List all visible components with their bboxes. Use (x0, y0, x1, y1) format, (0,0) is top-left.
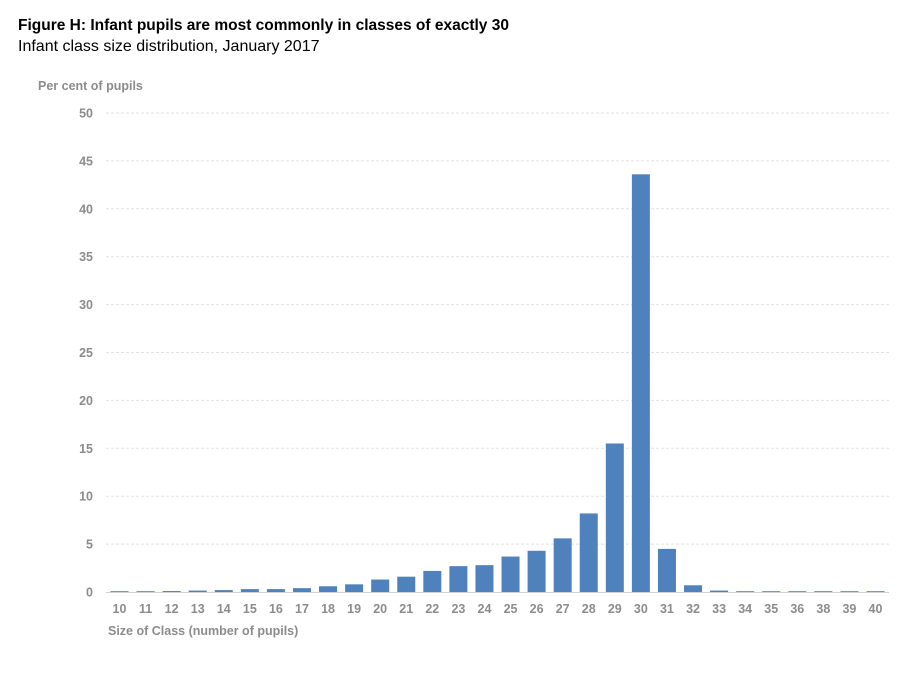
x-tick-label: 23 (451, 602, 465, 616)
x-tick-label: 28 (582, 602, 596, 616)
bar-36 (788, 591, 807, 592)
bar-35 (762, 591, 781, 592)
x-tick-label: 16 (269, 602, 283, 616)
bar-16 (266, 589, 285, 592)
bar-25 (501, 556, 520, 592)
x-tick-label: 22 (425, 602, 439, 616)
x-tick-label: 20 (373, 602, 387, 616)
bar-17 (292, 588, 311, 592)
y-tick-label: 10 (79, 490, 93, 504)
y-tick-label: 30 (79, 298, 93, 312)
bar-20 (371, 579, 390, 592)
x-tick-label: 25 (504, 602, 518, 616)
bar-33 (710, 590, 729, 592)
bar-14 (214, 590, 233, 592)
x-tick-label: 12 (165, 602, 179, 616)
bar-10 (110, 591, 129, 592)
bar-29 (605, 443, 624, 592)
x-tick-label: 35 (764, 602, 778, 616)
x-tick-label: 34 (738, 602, 752, 616)
bar-19 (345, 584, 364, 592)
x-tick-label: 31 (660, 602, 674, 616)
x-tick-label: 11 (139, 602, 152, 616)
bar-30 (631, 174, 650, 592)
x-tick-label: 32 (686, 602, 700, 616)
bar-15 (240, 589, 259, 592)
x-tick-label: 29 (608, 602, 622, 616)
x-tick-label: 13 (191, 602, 205, 616)
bar-21 (397, 576, 416, 592)
y-tick-label: 50 (79, 107, 93, 121)
y-tick-label: 25 (79, 346, 93, 360)
x-tick-label: 15 (243, 602, 257, 616)
x-tick-label: 21 (399, 602, 413, 616)
bar-40 (866, 591, 885, 592)
y-axis-label: Per cent of pupils (38, 79, 143, 93)
gridlines (106, 112, 889, 545)
x-tick-label: 36 (790, 602, 804, 616)
x-tick-label: 33 (712, 602, 726, 616)
x-tick-label: 18 (321, 602, 335, 616)
x-tick-label: 40 (869, 602, 883, 616)
bar-39 (840, 591, 859, 592)
x-axis-label: Size of Class (number of pupils) (108, 624, 299, 638)
bar-11 (136, 591, 155, 592)
x-tick-label: 27 (556, 602, 570, 616)
chart-subtitle: Infant class size distribution, January … (18, 38, 320, 55)
x-tick-labels: 10 11 12 13 14 15 16 17 18 19 20 21 22 23 24 25 26 27 28 29… (113, 602, 883, 616)
x-tick-label: 14 (217, 602, 231, 616)
bar-34 (736, 591, 755, 592)
bar-13 (188, 590, 207, 592)
x-tick-label: 17 (295, 602, 309, 616)
y-tick-label: 45 (79, 154, 93, 168)
chart-title: Figure H: Infant pupils are most commonl… (18, 17, 509, 34)
y-tick-label: 15 (79, 442, 93, 456)
bar-12 (162, 591, 181, 592)
bar-22 (423, 570, 442, 592)
y-tick-label: 0 (86, 586, 93, 600)
x-tick-label: 30 (634, 602, 648, 616)
x-tick-label: 26 (530, 602, 544, 616)
bars (110, 174, 885, 592)
y-tick-labels: 0 5 10 15 20 25 30 35 40 45 50 (79, 107, 93, 600)
bar-32 (684, 585, 703, 592)
bar-18 (319, 586, 338, 592)
bar-23 (449, 566, 468, 592)
x-tick-label: 24 (478, 602, 492, 616)
y-tick-label: 35 (79, 250, 93, 264)
bar-24 (475, 565, 494, 592)
bar-26 (527, 550, 546, 592)
y-tick-label: 40 (79, 202, 93, 216)
bar-38 (814, 591, 833, 592)
y-tick-label: 5 (86, 538, 93, 552)
x-tick-label: 19 (347, 602, 361, 616)
y-tick-label: 20 (79, 394, 93, 408)
bar-31 (657, 548, 676, 592)
bar-27 (553, 538, 572, 592)
x-tick-label: 10 (113, 602, 127, 616)
x-tick-label: 38 (816, 602, 830, 616)
x-tick-label: 39 (842, 602, 856, 616)
bar-28 (579, 513, 598, 592)
